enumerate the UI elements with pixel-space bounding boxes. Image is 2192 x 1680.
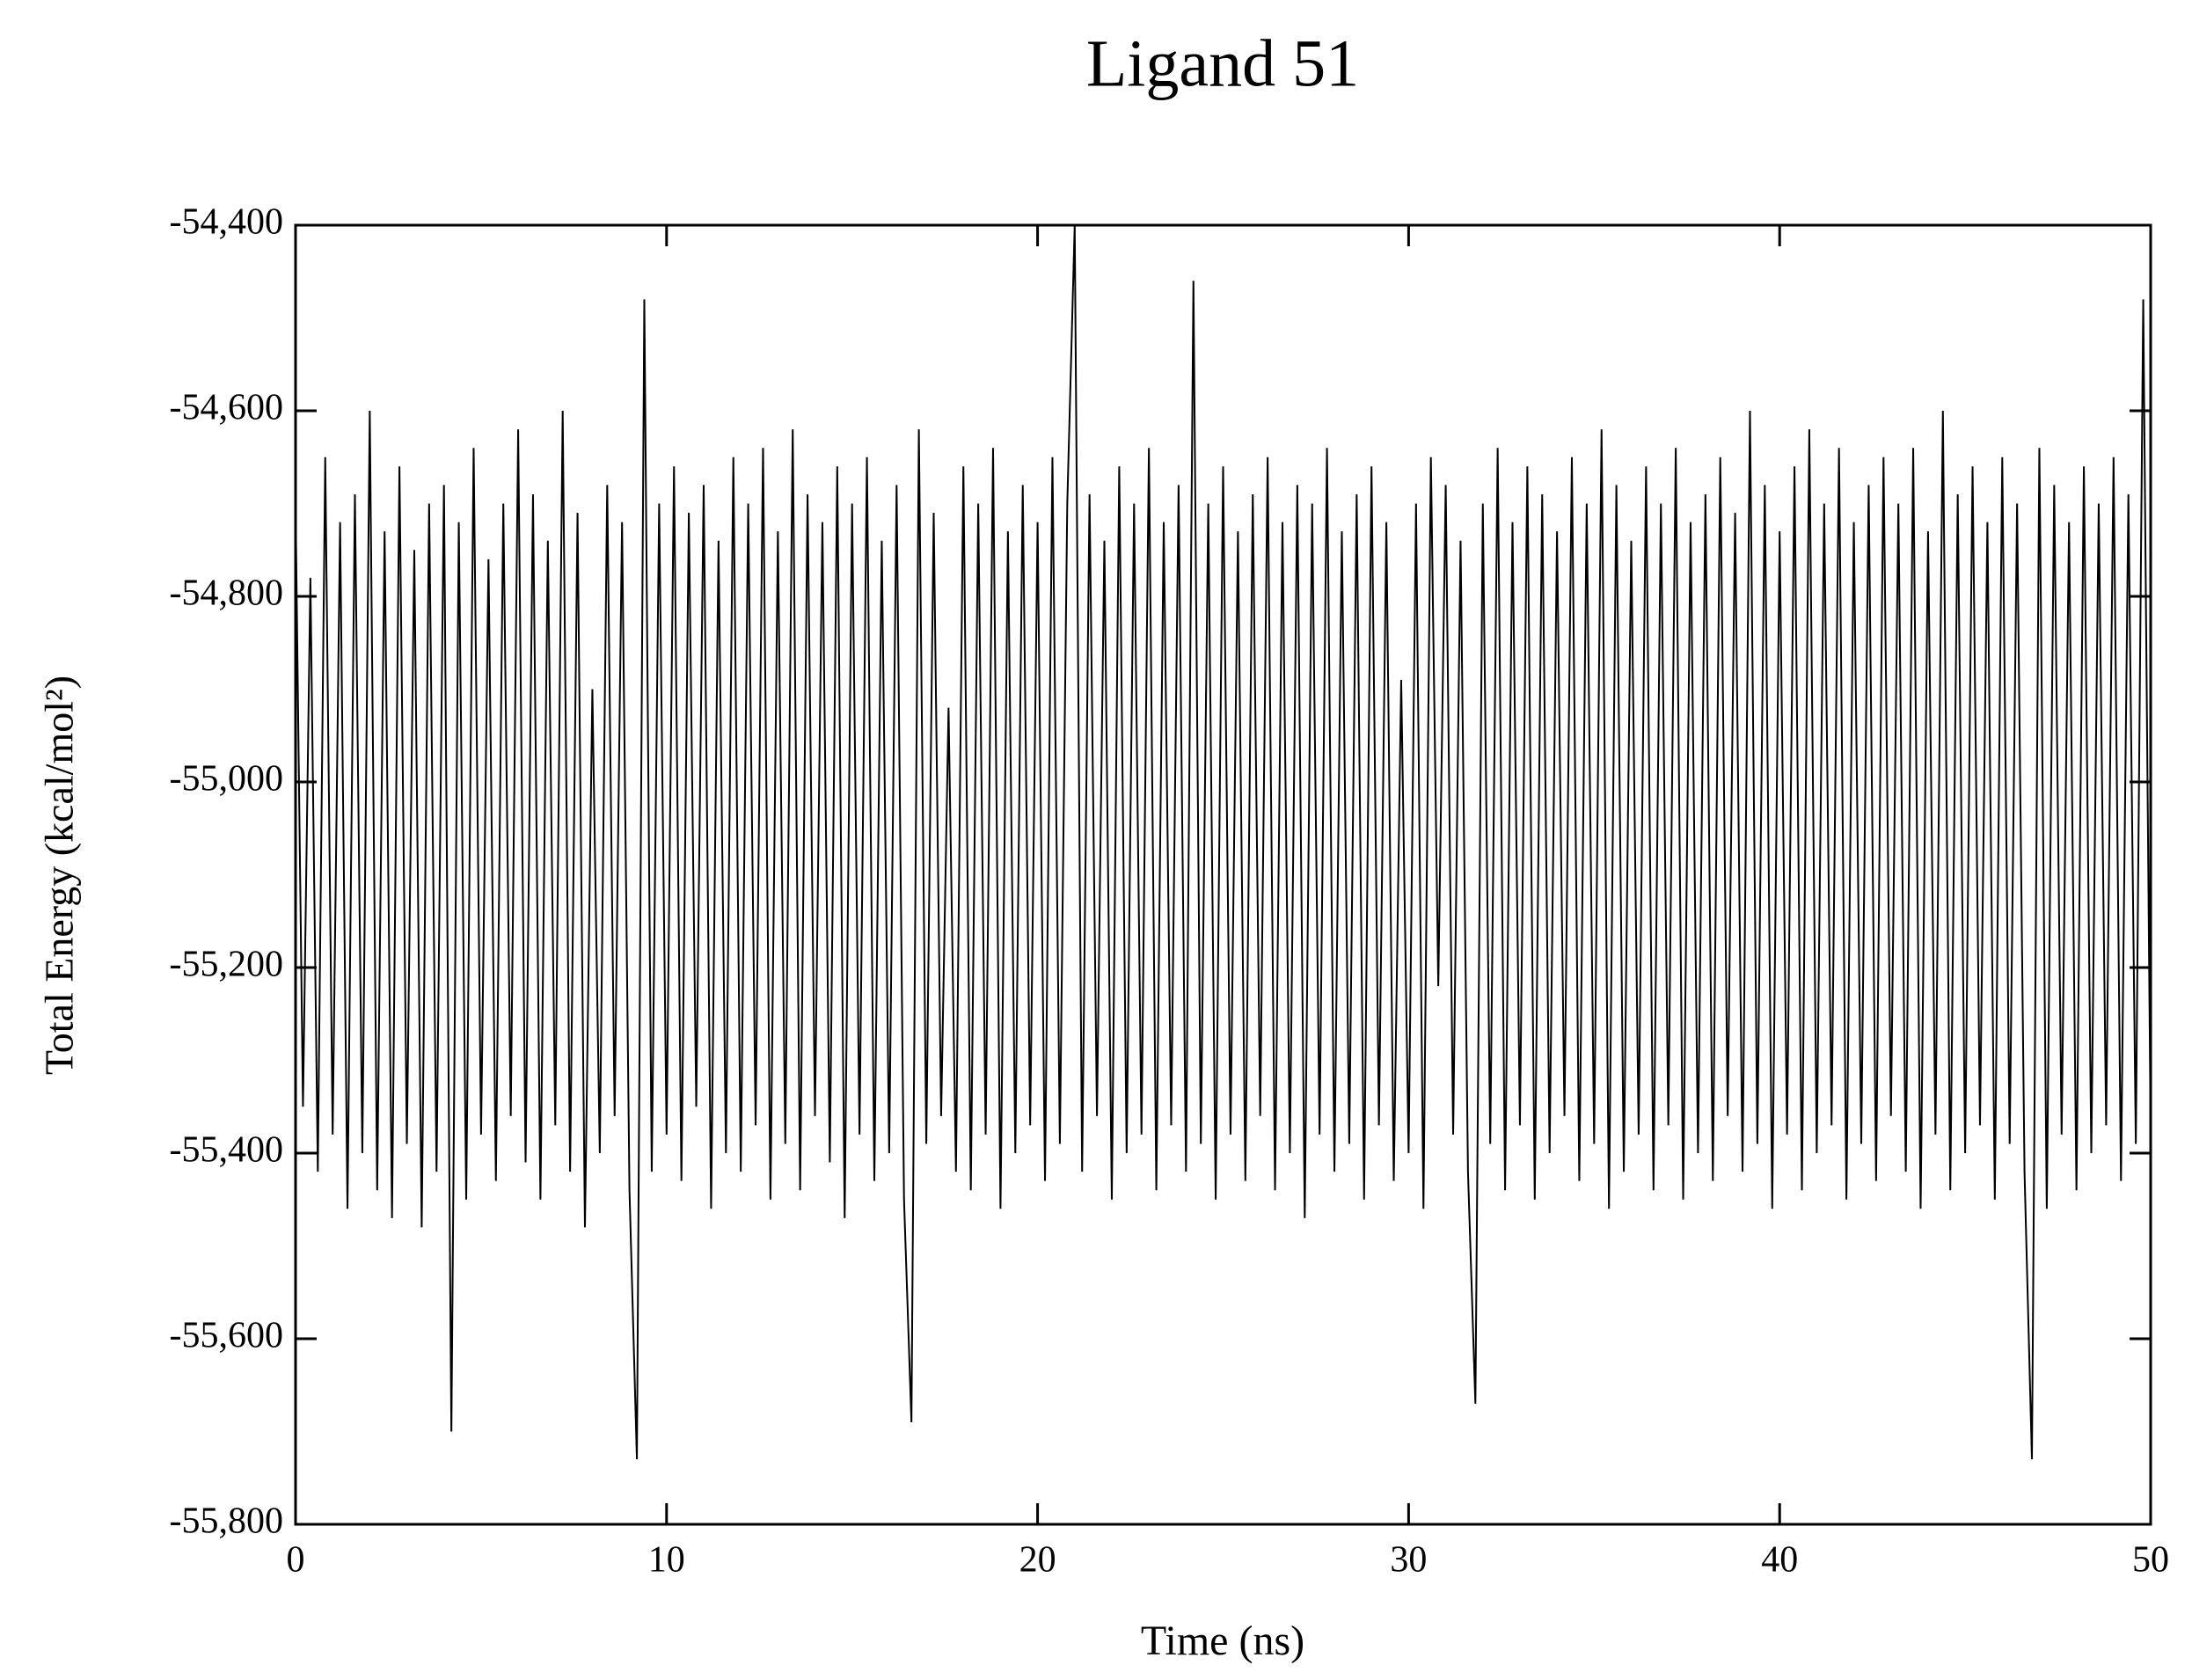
- x-tick-label: 40: [1761, 1540, 1798, 1581]
- y-axis-label: Total Energy (kcal/mol²): [37, 676, 82, 1075]
- y-tick-label: -55,600: [170, 1316, 284, 1356]
- y-tick-label: -55,800: [170, 1501, 284, 1542]
- x-tick-label: 30: [1390, 1540, 1427, 1581]
- y-tick-label: -54,400: [170, 202, 284, 243]
- x-tick-label: 0: [287, 1540, 305, 1581]
- y-tick-label: -55,400: [170, 1130, 284, 1171]
- y-tick-label: -55,000: [170, 759, 284, 800]
- x-tick-label: 10: [648, 1540, 685, 1581]
- y-tick-label: -54,800: [170, 573, 284, 614]
- y-tick-label: -54,600: [170, 388, 284, 428]
- x-axis-label: Time (ns): [1141, 1618, 1304, 1664]
- data-line: [295, 224, 2152, 1460]
- x-tick-label: 50: [2132, 1540, 2169, 1581]
- x-tick-label: 20: [1019, 1540, 1056, 1581]
- chart-title: Ligand 51: [1086, 26, 1359, 100]
- plot-frame: [294, 223, 2152, 1526]
- y-tick-label: -55,200: [170, 945, 284, 985]
